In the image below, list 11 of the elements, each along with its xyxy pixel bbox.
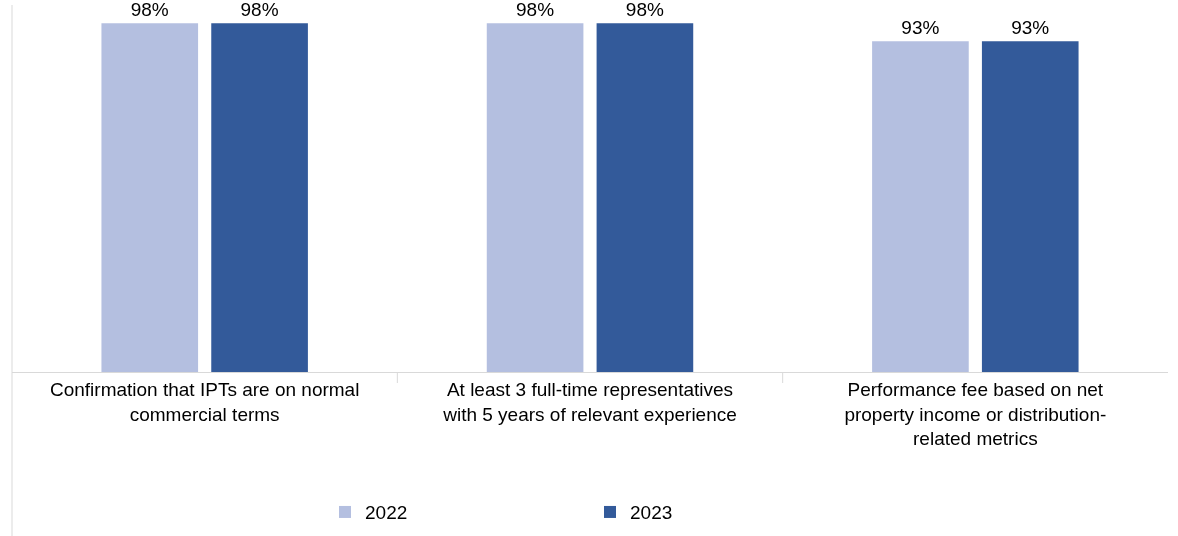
data-label: 98% <box>625 0 664 21</box>
x-tick-label: At least 3 full-time representatives with 5 years of relevant experience <box>442 378 737 425</box>
x-tick-label: Performance fee based on net property income or distribution-related metrics <box>844 378 1107 450</box>
data-label: 98% <box>240 0 279 21</box>
x-tick-label: Confirmation that IPTs are on normal commercial terms <box>49 378 360 425</box>
legend-label: 2022 <box>365 502 408 524</box>
data-label: 98% <box>130 0 169 21</box>
data-label: 93% <box>1011 17 1050 39</box>
legend-label: 2023 <box>630 502 673 524</box>
data-label: 93% <box>901 17 940 39</box>
data-label: 98% <box>516 0 555 21</box>
